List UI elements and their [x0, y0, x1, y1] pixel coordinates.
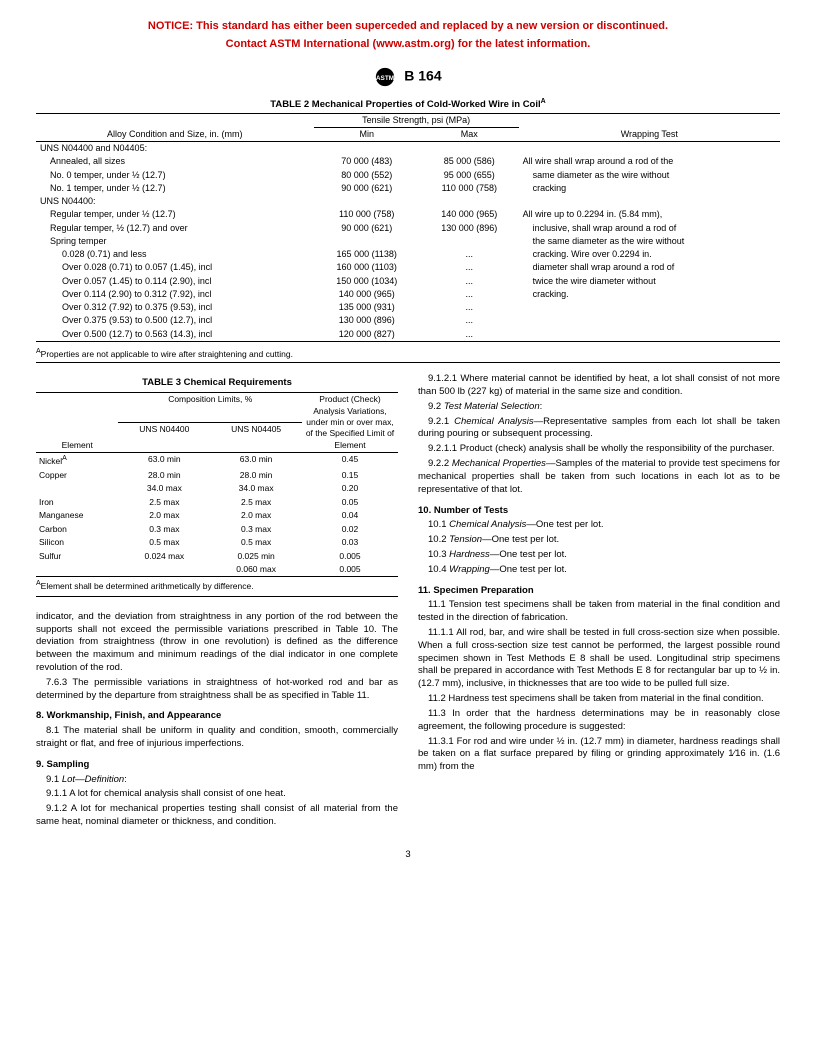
para-9-2-1: 9.2.1 Chemical Analysis—Representative s…	[418, 416, 780, 442]
para-11-1-1: 11.1.1 All rod, bar, and wire shall be t…	[418, 627, 780, 691]
col-min: Min	[314, 127, 420, 141]
para-9-2-2: 9.2.2 Mechanical Properties—Samples of t…	[418, 458, 780, 496]
col-element: Element	[36, 393, 118, 453]
para-10-1: 10.1 Chemical Analysis—One test per lot.	[418, 519, 780, 532]
col-max: Max	[420, 127, 519, 141]
para-7-6-3: 7.6.3 The permissible variations in stra…	[36, 677, 398, 703]
svg-text:ASTM: ASTM	[376, 74, 394, 81]
table-row: No. 0 temper, under ½ (12.7) 80 000 (552…	[36, 169, 780, 182]
para-11-1: 11.1 Tension test specimens shall be tak…	[418, 599, 780, 625]
right-column: 9.1.2.1 Where material cannot be identif…	[418, 373, 780, 831]
group2-header: UNS N04400:	[36, 195, 314, 208]
table-row: Manganese2.0 max2.0 max0.04	[36, 509, 398, 522]
section-11-title: 11. Specimen Preparation	[418, 585, 780, 598]
col-alloy: Alloy Condition and Size, in. (mm)	[36, 113, 314, 142]
table-row: 34.0 max34.0 max0.20	[36, 482, 398, 495]
table-row: Regular temper, ½ (12.7) and over 90 000…	[36, 222, 780, 235]
document-header: ASTM B 164	[36, 66, 780, 88]
table-row: Copper28.0 min28.0 min0.15	[36, 469, 398, 482]
table-row: Silicon0.5 max0.5 max0.03	[36, 536, 398, 549]
notice-line-2: Contact ASTM International (www.astm.org…	[36, 38, 780, 52]
table-row: NickelA63.0 min63.0 min0.45	[36, 453, 398, 469]
table-row: Annealed, all sizes 70 000 (483) 85 000 …	[36, 155, 780, 168]
para-10-4: 10.4 Wrapping—One test per lot.	[418, 564, 780, 577]
para-9-2: 9.2 Test Material Selection:	[418, 401, 780, 414]
para-8-1: 8.1 The material shall be uniform in qua…	[36, 725, 398, 751]
table3: Element Composition Limits, % Product (C…	[36, 392, 398, 577]
table3-footnote: AElement shall be determined arithmetica…	[36, 577, 398, 596]
table-row: Regular temper, under ½ (12.7) 110 000 (…	[36, 208, 780, 221]
table-row: Iron2.5 max2.5 max0.05	[36, 496, 398, 509]
col-composition: Composition Limits, %	[118, 393, 302, 423]
section-8-title: 8. Workmanship, Finish, and Appearance	[36, 710, 398, 723]
col-product: Product (Check) Analysis Variations, und…	[302, 393, 398, 453]
astm-logo: ASTM	[374, 66, 396, 88]
table-row: Carbon0.3 max0.3 max0.02	[36, 523, 398, 536]
para-11-3-1: 11.3.1 For rod and wire under ½ in. (12.…	[418, 736, 780, 774]
table3-title: TABLE 3 Chemical Requirements	[36, 377, 398, 390]
table-row: Over 0.312 (7.92) to 0.375 (9.53), incl …	[36, 301, 780, 314]
table-row: Spring temper the same diameter as the w…	[36, 235, 780, 248]
page-number: 3	[36, 849, 780, 861]
group1-header: UNS N04400 and N04405:	[36, 142, 314, 156]
para-10-3: 10.3 Hardness—One test per lot.	[418, 549, 780, 562]
table-row: Sulfur0.024 max0.025 min0.005	[36, 550, 398, 563]
col-uns1: UNS N04400	[118, 423, 210, 453]
notice-line-1: NOTICE: This standard has either been su…	[36, 20, 780, 34]
table-row: Over 0.028 (0.71) to 0.057 (1.45), incl …	[36, 261, 780, 274]
para-9-1-2-1: 9.1.2.1 Where material cannot be identif…	[418, 373, 780, 399]
table-row: Over 0.375 (9.53) to 0.500 (12.7), incl …	[36, 314, 780, 327]
col-tensile: Tensile Strength, psi (MPa)	[314, 113, 519, 127]
col-wrap: Wrapping Test	[519, 113, 780, 142]
left-column: TABLE 3 Chemical Requirements Element Co…	[36, 373, 398, 831]
para-9-1-1: 9.1.1 A lot for chemical analysis shall …	[36, 788, 398, 801]
para-9-1-2: 9.1.2 A lot for mechanical properties te…	[36, 803, 398, 829]
table-row: 0.028 (0.71) and less 165 000 (1138) ...…	[36, 248, 780, 261]
standard-code: B 164	[404, 67, 441, 83]
table2-title: TABLE 2 Mechanical Properties of Cold-Wo…	[36, 98, 780, 111]
para-9-2-1-1: 9.2.1.1 Product (check) analysis shall b…	[418, 443, 780, 456]
table2: Alloy Condition and Size, in. (mm) Tensi…	[36, 113, 780, 342]
section-9-title: 9. Sampling	[36, 759, 398, 772]
table-row: Over 0.057 (1.45) to 0.114 (2.90), incl …	[36, 275, 780, 288]
table-row: Over 0.500 (12.7) to 0.563 (14.3), incl …	[36, 328, 780, 342]
para-11-2: 11.2 Hardness test specimens shall be ta…	[418, 693, 780, 706]
table-row: 0.060 max0.005	[36, 563, 398, 577]
para-9-1: 9.1 Lot—Definition:	[36, 774, 398, 787]
table2-footnote: AProperties are not applicable to wire a…	[36, 346, 780, 363]
para-10-2: 10.2 Tension—One test per lot.	[418, 534, 780, 547]
table-row: Over 0.114 (2.90) to 0.312 (7.92), incl …	[36, 288, 780, 301]
para-7-6-2: indicator, and the deviation from straig…	[36, 611, 398, 675]
section-10-title: 10. Number of Tests	[418, 505, 780, 518]
para-11-3: 11.3 In order that the hardness determin…	[418, 708, 780, 734]
table-row: No. 1 temper, under ½ (12.7) 90 000 (621…	[36, 182, 780, 195]
col-uns2: UNS N04405	[210, 423, 302, 453]
